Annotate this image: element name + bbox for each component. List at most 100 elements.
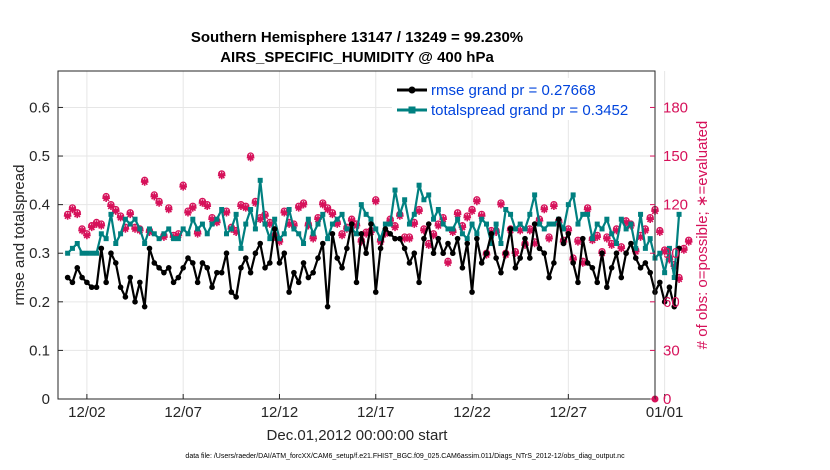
totalspread-point xyxy=(459,231,465,237)
y-right-tick-label: 120 xyxy=(663,197,688,214)
rmse-point xyxy=(329,230,336,237)
totalspread-point xyxy=(536,221,542,227)
obs-evaluated-point xyxy=(189,204,197,212)
data-file-footer: data file: /Users/raeder/DAI/ATM_forcXX/… xyxy=(185,453,625,460)
chart-title-line1: Southern Hemisphere 13147 / 13249 = 99.2… xyxy=(191,29,523,46)
totalspread-point xyxy=(565,202,571,208)
rmse-point xyxy=(604,284,610,291)
totalspread-point xyxy=(662,270,668,276)
totalspread-point xyxy=(166,226,172,232)
rmse-point xyxy=(247,269,254,276)
y-right-tick-label: 30 xyxy=(663,342,680,359)
totalspread-point xyxy=(291,226,297,232)
rmse-point xyxy=(551,260,557,266)
rmse-point xyxy=(315,255,321,261)
totalspread-point xyxy=(647,236,653,242)
totalspread-point xyxy=(257,177,263,183)
rmse-point xyxy=(199,260,206,266)
totalspread-point xyxy=(156,236,162,242)
obs-evaluated-point xyxy=(371,197,380,206)
obs-evaluated-point xyxy=(73,210,82,219)
obs-evaluated-point xyxy=(477,212,486,220)
y-left-tick-label: 0.4 xyxy=(29,197,50,214)
rmse-point xyxy=(170,279,177,286)
totalspread-point xyxy=(479,216,485,222)
obs-evaluated-point xyxy=(492,228,500,236)
totalspread-point xyxy=(585,211,591,217)
rmse-point xyxy=(218,269,225,276)
legend-spread-label: totalspread grand pr = 0.3452 xyxy=(431,102,628,119)
obs-evaluated-point xyxy=(680,246,688,254)
obs-evaluated-point xyxy=(323,205,332,214)
totalspread-point xyxy=(580,211,586,217)
obs-evaluated-point xyxy=(314,215,322,224)
rmse-point xyxy=(165,265,172,271)
obs-evaluated-point xyxy=(208,215,216,224)
totalspread-point xyxy=(74,241,80,247)
rmse-point xyxy=(372,289,379,295)
rmse-point xyxy=(430,250,437,257)
totalspread-point xyxy=(214,216,220,222)
obs-evaluated-point xyxy=(617,244,626,253)
totalspread-point xyxy=(416,182,422,188)
totalspread-point xyxy=(132,216,138,222)
obs-evaluated-point xyxy=(564,226,573,235)
rmse-point xyxy=(242,255,249,261)
totalspread-point xyxy=(512,226,518,232)
totalspread-point xyxy=(368,216,374,222)
rmse-point xyxy=(344,245,350,252)
totalspread-point xyxy=(642,245,648,251)
x-tick-label: 12/02 xyxy=(68,404,106,421)
totalspread-point xyxy=(358,202,364,208)
totalspread-point xyxy=(199,221,205,227)
rmse-point xyxy=(271,226,278,232)
obs-evaluated-point xyxy=(362,229,370,238)
rmse-point xyxy=(185,255,191,261)
rmse-point xyxy=(392,235,398,242)
rmse-point xyxy=(565,230,572,237)
totalspread-point xyxy=(609,231,615,237)
totalspread-point xyxy=(276,236,282,242)
rmse-point xyxy=(310,269,316,276)
obs-evaluated-point xyxy=(675,275,683,283)
rmse-point xyxy=(575,279,581,286)
totalspread-point xyxy=(146,226,152,232)
obs-evaluated-point xyxy=(641,226,650,235)
rmse-point xyxy=(406,260,413,266)
totalspread-point xyxy=(171,236,177,242)
rmse-point xyxy=(209,284,215,291)
obs-evaluated-point xyxy=(583,205,592,214)
rmse-point xyxy=(228,289,235,295)
totalspread-point xyxy=(113,241,119,247)
obs-evaluated-point xyxy=(607,241,616,249)
totalspread-point xyxy=(517,221,523,227)
totalspread-point xyxy=(666,245,672,251)
obs-evaluated-point xyxy=(280,208,289,217)
obs-evaluated-point xyxy=(439,215,447,224)
obs-evaluated-point xyxy=(97,221,106,230)
totalspread-point xyxy=(137,226,143,232)
rmse-point xyxy=(613,250,620,257)
obs-evaluated-point xyxy=(111,207,120,215)
totalspread-point xyxy=(185,231,191,237)
totalspread-point xyxy=(382,221,388,227)
rmse-point xyxy=(628,240,634,247)
obs-evaluated-point xyxy=(526,226,534,235)
rmse-point xyxy=(252,250,259,257)
obs-evaluated-point xyxy=(83,231,91,240)
totalspread-point xyxy=(301,241,307,247)
totalspread-point xyxy=(599,226,605,232)
rmse-point xyxy=(334,255,341,261)
rmse-point xyxy=(117,284,124,291)
y-left-tick-label: 0.5 xyxy=(29,148,50,165)
totalspread-point xyxy=(633,245,639,251)
obs-evaluated-point xyxy=(140,178,149,186)
totalspread-point xyxy=(209,221,215,227)
totalspread-point xyxy=(450,226,456,232)
rmse-point xyxy=(190,260,196,266)
totalspread-point xyxy=(243,221,249,227)
x-axis-label: Dec.01,2012 00:00:00 start xyxy=(267,427,449,444)
obs-evaluated-point xyxy=(116,213,125,222)
obs-evaluated-point xyxy=(540,205,549,214)
rmse-point xyxy=(348,221,355,227)
